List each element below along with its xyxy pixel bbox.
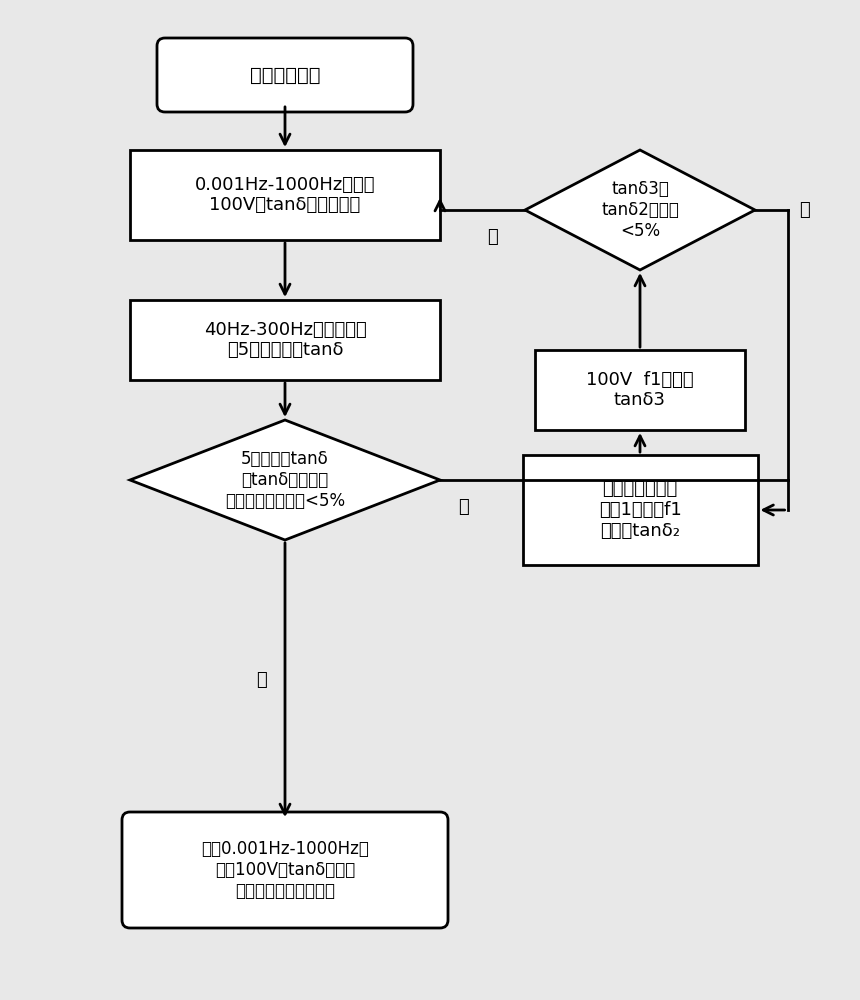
Bar [535, 350, 745, 430]
Text: 否: 否 [458, 498, 469, 516]
Text: tanδ3与
tanδ2的偏差
<5%: tanδ3与 tanδ2的偏差 <5% [601, 180, 679, 240]
Text: 是: 是 [487, 228, 498, 246]
FancyBboxPatch shape [157, 38, 413, 112]
Text: 0.001Hz-1000Hz，电压
100V的tanδ的频率曲线: 0.001Hz-1000Hz，电压 100V的tanδ的频率曲线 [194, 176, 375, 214]
Text: 100V  f1频率下
tanδ3: 100V f1频率下 tanδ3 [587, 371, 694, 409]
Polygon shape [525, 150, 755, 270]
Text: 否: 否 [800, 201, 810, 219]
Text: 40Hz-300Hz，额定电压
下5个频率点的tanδ: 40Hz-300Hz，额定电压 下5个频率点的tanδ [204, 321, 366, 359]
Text: 给套管施加额定
电压1小时后f1
频率下tanδ₂: 给套管施加额定 电压1小时后f1 频率下tanδ₂ [599, 480, 681, 540]
Bar [523, 455, 758, 565]
Bar [130, 150, 440, 240]
Text: 是: 是 [256, 671, 267, 689]
FancyBboxPatch shape [122, 812, 448, 928]
Polygon shape [130, 420, 440, 540]
Text: 5个频率点tanδ
与tanδ频率曲线
对应频率点偏差都<5%: 5个频率点tanδ 与tanδ频率曲线 对应频率点偏差都<5% [225, 450, 345, 510]
Text: 采用0.001Hz-1000Hz，
电压100V的tanδ的频率
曲线判断套管绝缘状态: 采用0.001Hz-1000Hz， 电压100V的tanδ的频率 曲线判断套管绝… [201, 840, 369, 900]
Bar [130, 300, 440, 380]
Text: 试验线路连接: 试验线路连接 [249, 66, 320, 85]
